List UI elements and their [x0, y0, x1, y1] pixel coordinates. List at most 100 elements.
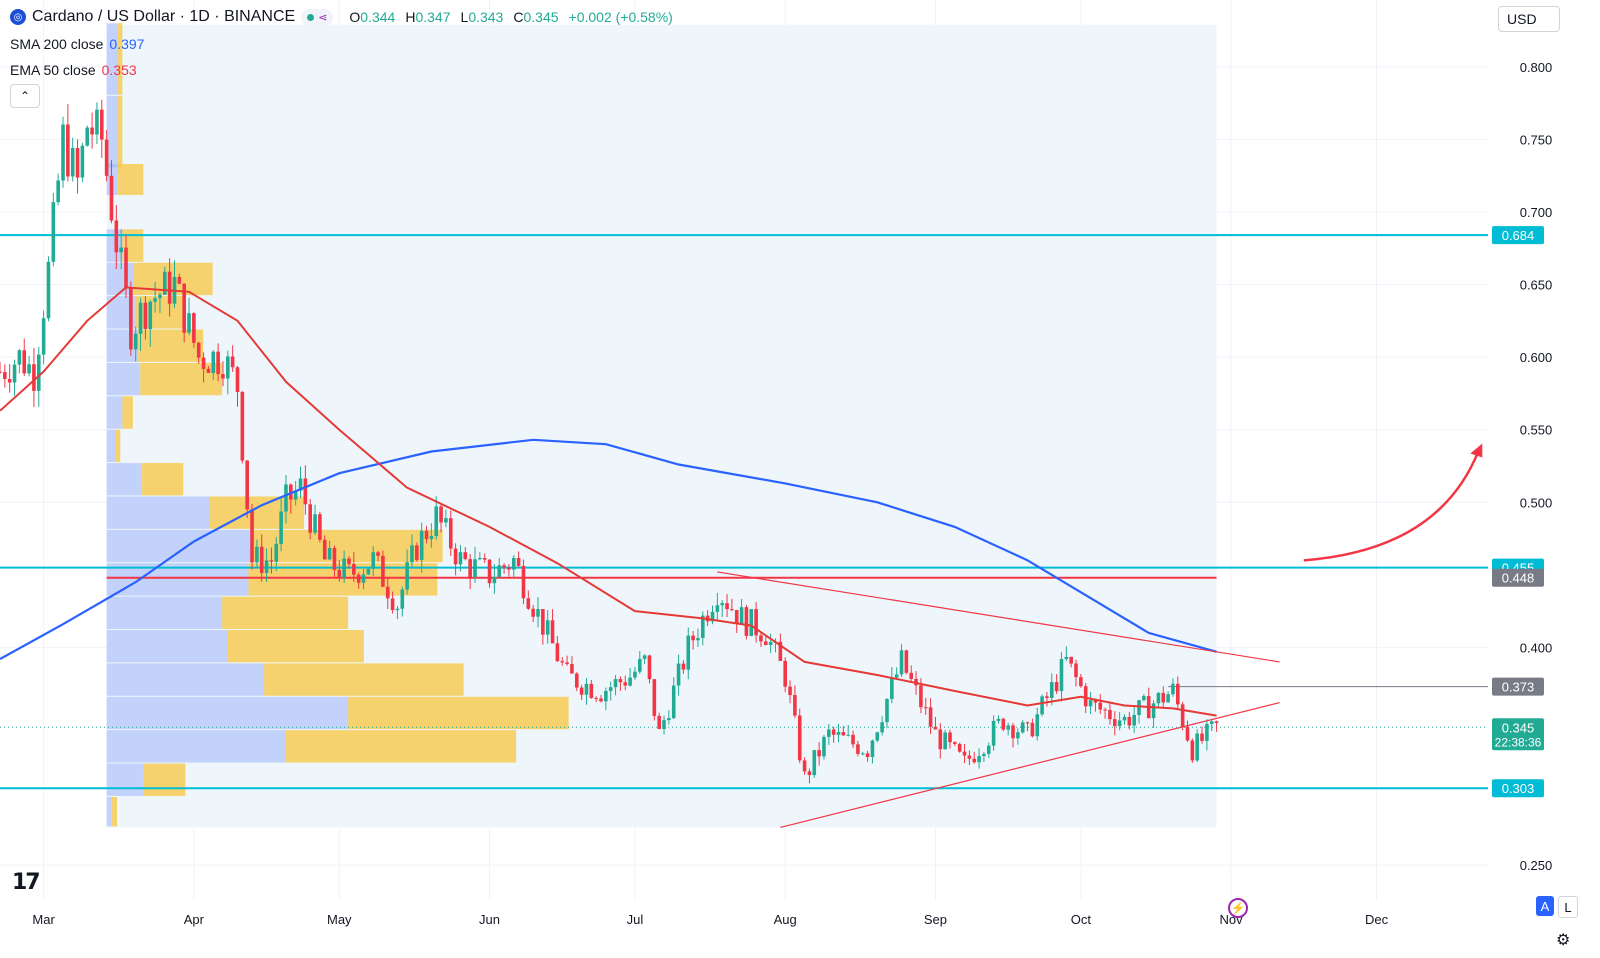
candle-body	[129, 287, 133, 350]
candle-body	[851, 734, 855, 745]
time-tick-label: Mar	[32, 912, 55, 927]
candle-body	[269, 560, 274, 562]
candle-body	[962, 751, 967, 756]
candle-body	[899, 650, 904, 675]
candle-body	[274, 543, 279, 562]
candle-body	[696, 637, 700, 641]
volume-profile-up-bar	[106, 95, 118, 168]
candle-body	[444, 518, 448, 523]
candle-body	[492, 576, 497, 584]
candle-body	[531, 608, 535, 617]
candle-body	[923, 707, 928, 709]
candle-body	[928, 707, 933, 727]
candle-body	[1001, 718, 1006, 730]
cardano-logo-icon: ◎	[10, 9, 26, 25]
candle-body	[676, 663, 681, 686]
candle-body	[516, 558, 521, 566]
candle-body	[216, 351, 220, 375]
candle-body	[730, 609, 734, 611]
candle-body	[478, 558, 482, 560]
log-scale-button[interactable]: L	[1558, 896, 1578, 918]
ohlc-close: 0.345	[523, 9, 559, 25]
candle-body	[385, 586, 390, 599]
candle-body	[463, 552, 468, 560]
candle-body	[66, 124, 70, 177]
candle-body	[109, 175, 114, 221]
volume-profile-down-bar	[227, 630, 364, 663]
candle-body	[1127, 716, 1132, 726]
symbol-title[interactable]: Cardano / US Dollar · 1D · BINANCE	[32, 8, 296, 25]
candle-body	[1011, 725, 1015, 739]
candle-body	[623, 682, 628, 686]
candle-body	[943, 732, 947, 750]
candle-body	[366, 568, 371, 575]
volume-profile-down-bar	[111, 796, 118, 827]
candle-body	[545, 620, 550, 635]
chart-header: ◎ Cardano / US Dollar · 1D · BINANCE ⋖ O…	[10, 8, 673, 26]
candle-body	[327, 547, 332, 560]
candle-body	[972, 758, 977, 763]
auto-scale-button[interactable]: A	[1536, 896, 1554, 916]
sma-legend[interactable]: SMA 200 close 0.397	[10, 36, 144, 52]
settings-gear-icon[interactable]: ⚙	[1556, 932, 1571, 949]
candle-body	[1142, 696, 1146, 701]
candle-body	[85, 127, 90, 146]
candle-body	[521, 565, 526, 599]
candle-body	[51, 202, 56, 262]
market-open-dot-icon	[307, 13, 315, 21]
candle-body	[75, 148, 80, 178]
candle-body	[749, 609, 754, 636]
candle-body	[744, 607, 749, 636]
candle-body	[541, 609, 545, 635]
currency-label: USD	[1507, 11, 1537, 27]
market-status-pill[interactable]: ⋖	[301, 8, 334, 26]
price-tick-label: 0.700	[1520, 205, 1553, 220]
candle-body	[226, 356, 230, 379]
candle-body	[439, 506, 443, 523]
candle-body	[487, 559, 492, 584]
volume-profile-up-bar	[106, 763, 144, 796]
candle-body	[381, 555, 385, 587]
candle-body	[347, 558, 351, 565]
price-tick-label: 0.250	[1520, 858, 1553, 873]
time-tick-label: Aug	[774, 912, 797, 927]
volume-profile-down-bar	[122, 396, 133, 429]
time-tick-label: Jul	[627, 912, 644, 927]
currency-select[interactable]: USD	[1498, 6, 1560, 32]
lightning-icon[interactable]: ⚡	[1228, 898, 1248, 918]
candle-body	[182, 283, 186, 333]
candle-body	[507, 567, 511, 570]
tradingview-logo-icon[interactable]: 17	[12, 870, 41, 895]
candle-body	[982, 753, 986, 757]
ohlc-readout: O0.344 H0.347 L0.343 C0.345 +0.002 (+0.5…	[349, 9, 673, 25]
candle-body	[608, 687, 613, 691]
candle-body	[754, 609, 758, 636]
ema-legend[interactable]: EMA 50 close 0.353	[10, 62, 137, 78]
volume-profile-down-bar	[285, 730, 517, 763]
volume-profile-down-bar	[117, 164, 144, 195]
candle-body	[201, 357, 206, 369]
candle-body	[80, 145, 85, 178]
candle-body	[1209, 721, 1214, 724]
collapse-legend-button[interactable]: ⌃	[10, 84, 40, 108]
level-price-label-box	[1492, 779, 1544, 798]
candle-body	[1016, 732, 1020, 739]
projection-arrow	[1303, 450, 1480, 562]
candle-body	[424, 530, 429, 540]
resistance-price-label: 0.373	[1502, 680, 1535, 695]
candle-body	[429, 536, 434, 540]
volume-profile-up-bar	[106, 429, 116, 463]
volume-profile-down-bar	[222, 596, 349, 629]
candle-body	[1030, 722, 1035, 737]
candle-body	[458, 552, 463, 565]
share-icon: ⋖	[318, 11, 328, 24]
level-price-label: 0.684	[1502, 228, 1535, 243]
candle-body	[594, 697, 598, 699]
candle-body	[778, 641, 783, 661]
candle-body	[1093, 700, 1098, 703]
candle-body	[1040, 696, 1044, 715]
price-tick-label: 0.800	[1520, 60, 1553, 75]
candle-body	[36, 354, 41, 391]
